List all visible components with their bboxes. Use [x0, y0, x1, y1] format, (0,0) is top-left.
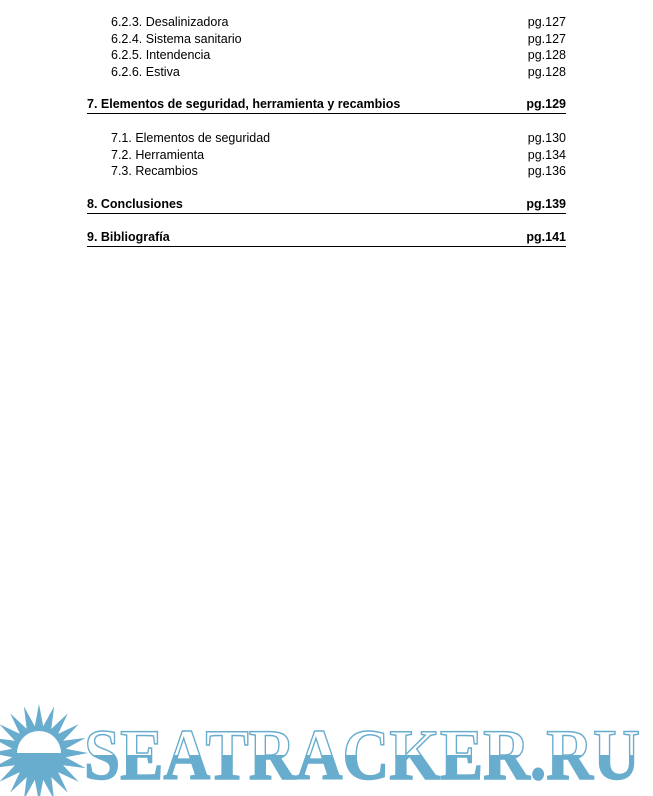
- toc-entry-label: 6.2.5. Intendencia: [111, 48, 211, 62]
- toc-entry-page: pg.127: [527, 32, 566, 46]
- toc-entry-page: pg.127: [527, 15, 566, 29]
- toc-entry: 7.2. Herramienta pg.134: [111, 147, 566, 163]
- toc-entry-label: 6.2.4. Sistema sanitario: [111, 32, 242, 46]
- toc-entry-label: 6.2.3. Desalinizadora: [111, 15, 229, 29]
- toc-entry-label: 8. Conclusiones: [87, 197, 183, 211]
- toc-entry-page: pg.139: [526, 197, 566, 211]
- watermark-logo: SEATRACKER.RU: [0, 704, 641, 796]
- watermark-text: SEATRACKER.RU: [84, 715, 640, 795]
- toc-entry-page: pg.134: [527, 148, 566, 162]
- toc-entry-page: pg.128: [527, 48, 566, 62]
- toc-entry-label: 7.3. Recambios: [111, 164, 198, 178]
- toc-heading: 7. Elementos de seguridad, herramienta y…: [87, 96, 566, 114]
- toc-entry-label: 7.1. Elementos de seguridad: [111, 131, 271, 145]
- toc-entry: 7.1. Elementos de seguridad pg.130: [111, 130, 566, 146]
- toc-entry-label: 6.2.6. Estiva: [111, 65, 180, 79]
- toc-entry-page: pg.141: [526, 230, 566, 244]
- toc-entry-label: 7.2. Herramienta: [111, 148, 205, 162]
- toc-entry: 6.2.3. Desalinizadora pg.127: [111, 14, 566, 30]
- toc-entry-page: pg.128: [527, 65, 566, 79]
- toc-entry-page: pg.130: [527, 131, 566, 145]
- sun-icon: [0, 704, 88, 796]
- toc-entry: 7.3. Recambios pg.136: [111, 163, 566, 179]
- toc-heading: 9. Bibliografía pg.141: [87, 229, 566, 247]
- toc-entry: 6.2.5. Intendencia pg.128: [111, 47, 566, 63]
- toc-entry: 6.2.6. Estiva pg.128: [111, 64, 566, 80]
- toc-entry: 6.2.4. Sistema sanitario pg.127: [111, 31, 566, 47]
- toc-entry-page: pg.136: [527, 164, 566, 178]
- toc-entry-label: 7. Elementos de seguridad, herramienta y…: [87, 97, 401, 111]
- toc-entry-page: pg.129: [526, 97, 566, 111]
- toc-heading: 8. Conclusiones pg.139: [87, 196, 566, 214]
- toc-entry-label: 9. Bibliografía: [87, 230, 170, 244]
